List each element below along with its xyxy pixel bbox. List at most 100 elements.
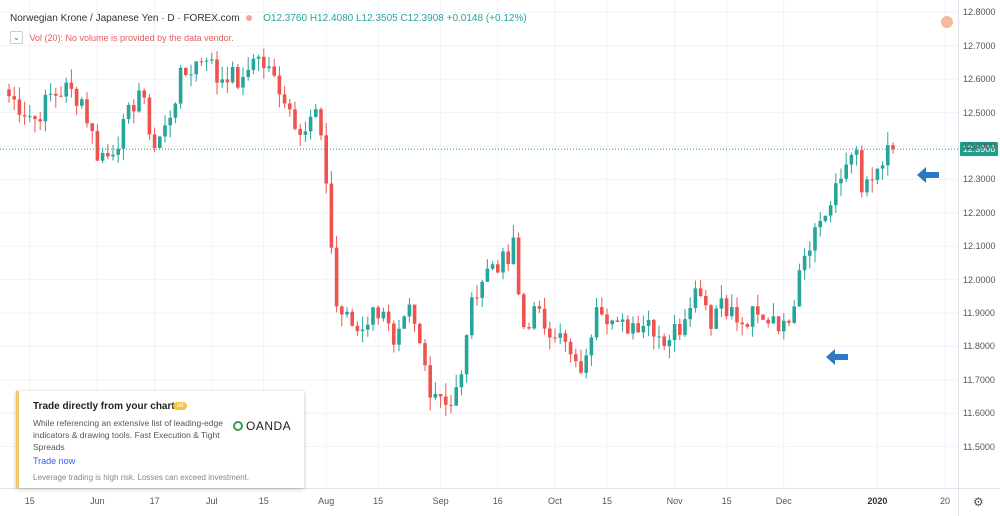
ohlc-readout: O12.3760 H12.4080 L12.3505 C12.3908 +0.0… [263,13,527,24]
candle-body [854,150,859,155]
candle-body [631,323,635,334]
time-tick-label: 15 [258,496,269,506]
candle-body [693,288,698,308]
candle-body [787,320,791,323]
candle-body [407,304,412,317]
candle-body [334,247,339,307]
candle-body [111,154,115,157]
candle-body [574,354,578,362]
candle-body [152,134,157,148]
candle-body [844,164,848,179]
candle-body [880,165,885,169]
time-tick-label: Jul [206,496,218,506]
candle-body [501,251,505,273]
candle-body [735,307,739,323]
candle-body [584,355,588,373]
candle-body [54,93,58,96]
chevron-down-icon[interactable]: ⌄ [10,31,23,44]
candle-body [64,82,68,97]
candle-body [85,99,89,124]
candle-body [750,306,755,327]
candle-body [438,393,443,397]
candle-body [189,74,193,76]
price-tick-label: 11.8000 [963,341,995,352]
candle-body [542,308,547,329]
candle-body [308,116,313,132]
time-tick-label: 2020 [867,496,888,506]
market-status-icon[interactable] [941,16,953,28]
candle-body [834,183,838,206]
candle-body [818,220,822,228]
candle-body [756,306,760,315]
time-tick-label: 17 [149,496,160,506]
price-tick-label: 11.7000 [963,374,995,385]
chart-legend: Norwegian Krone / Japanese Yen · D · FOR… [10,13,527,24]
candle-body [470,297,474,336]
candle-body [215,59,219,83]
price-axis[interactable]: 12.3908 11.5000 11.6000 11.7000 11.8000 11.9… [958,0,1000,488]
candle-body [698,288,703,296]
candle-body [657,336,661,338]
candle-body [397,328,401,345]
candle-body [116,148,120,155]
candle-body [548,328,552,338]
candle-body [267,66,271,69]
gear-icon[interactable]: ⚙ [973,495,984,509]
time-tick-label: Nov [666,496,683,506]
candle-body [506,251,510,264]
price-tick-label: 12.2000 [963,207,996,218]
candlestick-chart[interactable] [0,0,958,488]
candle-body [142,90,146,98]
candle-body [667,340,672,347]
candle-body [204,60,209,62]
price-tick-label: 11.9000 [963,308,995,319]
time-axis[interactable]: 15 Jun 17 Jul 15 Aug 15 Sep 16 Oct 15 Nov 15 Dec 2020 2… [0,488,958,516]
candle-body [303,131,308,135]
price-tick-label: 12.1000 [963,241,996,252]
candle-body [324,135,328,184]
price-tick-label: 12.5000 [963,107,996,118]
candle-body [28,116,32,118]
symbol-title[interactable]: Norwegian Krone / Japanese Yen · D · FOR… [10,13,240,24]
candle-body [802,255,807,271]
candle-body [132,104,136,112]
candle-body [641,325,646,333]
time-tick-label: 16 [492,496,503,506]
candle-body [662,336,666,347]
candle-body [319,109,323,136]
candle-body [688,307,692,320]
candle-body [80,99,84,106]
candle-body [459,374,464,388]
candle-body [522,294,526,328]
candle-body [704,295,708,306]
price-tick-label: 11.5000 [963,441,995,452]
candle-body [511,237,516,264]
candle-body [230,67,235,83]
candle-body [402,316,406,329]
candle-body [553,337,557,339]
candle-body [386,311,391,324]
candle-body [870,179,874,181]
time-tick-label: 15 [24,496,35,506]
candle-body [600,307,604,315]
candle-body [194,61,198,75]
candle-body [376,307,380,319]
time-tick-label: Jun [90,496,105,506]
volume-label: Vol (20): No volume is provided by the d… [29,32,234,43]
candle-body [589,337,594,356]
price-tick-label: 12.6000 [963,74,996,85]
candle-body [532,306,536,329]
candle-body [782,320,786,332]
candle-body [236,67,240,88]
candle-body [345,311,349,315]
candle-body [74,88,79,106]
candle-body [158,136,162,148]
candle-body [678,324,682,335]
trade-now-link[interactable]: Trade now [33,456,76,466]
candle-body [605,314,609,325]
candle-body [745,324,750,327]
candle-body [730,307,734,317]
candle-body [298,128,302,135]
candle-body [355,325,360,332]
oanda-logo: OANDA [233,419,291,433]
